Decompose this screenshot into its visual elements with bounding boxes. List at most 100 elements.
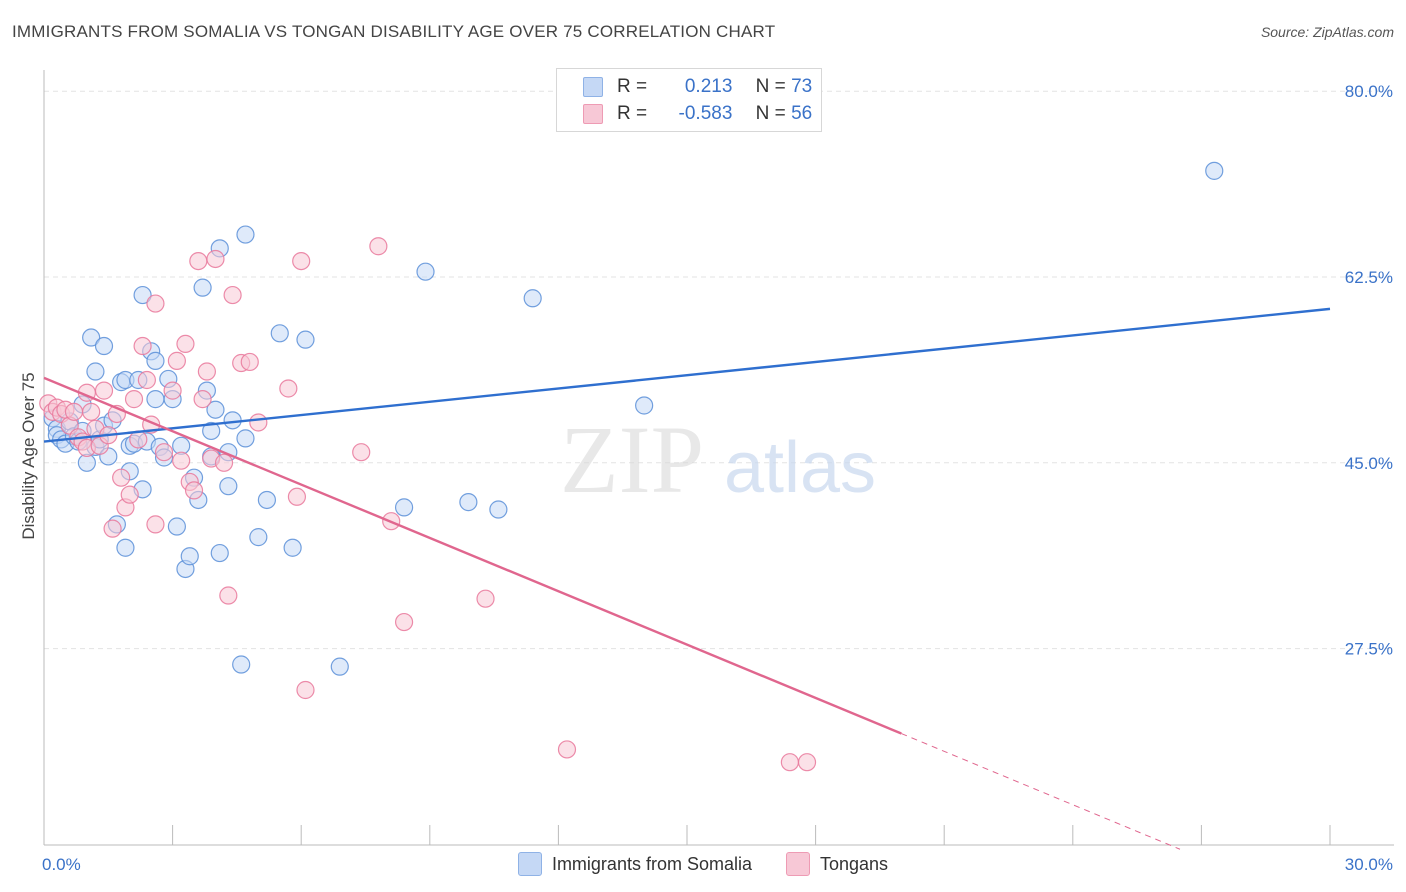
point-tongans xyxy=(197,362,216,381)
point-tongans xyxy=(146,515,165,534)
stats-r-label: R = xyxy=(617,76,648,97)
stats-r-label: R = xyxy=(617,103,648,124)
stats-n-value-tongans: 56 xyxy=(791,103,813,124)
legend-item-somalia[interactable]: Immigrants from Somalia xyxy=(517,852,752,876)
legend-swatch-somalia xyxy=(517,852,542,876)
legend-item-tongans[interactable]: Tongans xyxy=(786,852,888,876)
point-somalia xyxy=(283,538,302,557)
point-tongans xyxy=(206,249,225,269)
point-tongans xyxy=(94,381,114,400)
point-somalia xyxy=(86,362,105,381)
point-somalia xyxy=(180,547,199,566)
point-tongans xyxy=(296,680,315,700)
tick-labels: 27.5% 45.0% 62.5% 80.0% 0.0% 30.0% xyxy=(42,82,1393,874)
point-somalia xyxy=(202,421,221,441)
point-tongans xyxy=(557,740,577,759)
trend-line-somalia xyxy=(43,307,1331,443)
legend-label-somalia: Immigrants from Somalia xyxy=(551,853,752,874)
point-somalia xyxy=(1205,161,1224,180)
correlation-stats-box: R = 0.213 N = 73 R = -0.583 N = 56 xyxy=(556,68,822,132)
point-tongans xyxy=(103,519,122,538)
point-somalia xyxy=(133,285,152,305)
point-tongans xyxy=(163,381,182,400)
stats-r-value-somalia: 0.213 xyxy=(684,76,733,97)
point-tongans xyxy=(176,334,195,354)
point-tongans xyxy=(223,285,242,305)
point-somalia xyxy=(459,492,478,512)
trend-line-tongans xyxy=(43,376,902,735)
point-tongans xyxy=(352,443,371,462)
point-tongans xyxy=(184,481,204,500)
point-somalia xyxy=(219,477,238,496)
point-tongans xyxy=(240,352,259,372)
point-somalia xyxy=(116,538,135,557)
y-tick-label: 27.5% xyxy=(1345,640,1393,659)
point-somalia xyxy=(394,498,414,517)
point-tongans xyxy=(133,336,152,356)
x-tick-label: 30.0% xyxy=(1345,855,1393,874)
point-somalia xyxy=(206,400,225,419)
point-tongans xyxy=(214,453,234,472)
point-somalia xyxy=(489,500,508,519)
point-somalia xyxy=(193,278,212,297)
point-tongans xyxy=(137,370,156,390)
point-somalia xyxy=(146,390,165,409)
legend-label-tongans: Tongans xyxy=(820,853,889,874)
point-tongans xyxy=(146,294,165,313)
point-tongans xyxy=(82,402,101,421)
stats-n-label: N = xyxy=(755,76,786,97)
source-label: Source: ZipAtlas.com xyxy=(1260,24,1394,40)
stats-n-label: N = xyxy=(755,103,786,124)
trend-lines xyxy=(43,307,1331,850)
stats-swatch-somalia xyxy=(583,77,603,97)
stats-r-value-tongans: -0.583 xyxy=(678,103,733,124)
legend-swatch-tongans xyxy=(786,852,810,876)
watermark-atlas: atlas xyxy=(724,428,876,508)
point-somalia xyxy=(94,336,114,356)
point-tongans xyxy=(369,237,388,256)
point-tongans xyxy=(797,753,817,772)
stats-swatch-tongans xyxy=(583,104,603,124)
y-tick-label: 62.5% xyxy=(1345,268,1393,287)
point-tongans xyxy=(219,586,238,605)
point-somalia xyxy=(523,289,542,308)
legend: Immigrants from Somalia Tongans xyxy=(0,852,1406,876)
point-tongans xyxy=(394,612,414,632)
point-tongans xyxy=(193,390,212,409)
point-tongans xyxy=(780,753,799,772)
point-somalia xyxy=(270,324,289,343)
data-points xyxy=(39,161,1224,772)
x-tick-label: 0.0% xyxy=(42,855,81,874)
point-somalia xyxy=(236,225,255,244)
point-somalia xyxy=(249,528,268,547)
point-somalia xyxy=(416,262,435,281)
y-tick-label: 80.0% xyxy=(1345,82,1393,101)
point-tongans xyxy=(64,402,84,421)
point-somalia xyxy=(167,517,186,536)
point-tongans xyxy=(292,251,311,271)
point-tongans xyxy=(167,351,186,370)
point-somalia xyxy=(257,490,277,510)
point-somalia xyxy=(296,330,315,349)
point-tongans xyxy=(287,487,307,506)
point-tongans xyxy=(172,451,191,470)
point-tongans xyxy=(279,379,298,398)
point-somalia xyxy=(236,429,255,448)
y-tick-label: 45.0% xyxy=(1345,454,1393,473)
watermark-zip: ZIP xyxy=(560,406,704,513)
trend-line-tongans-extrapolated xyxy=(901,733,1181,850)
stats-n-value-somalia: 73 xyxy=(791,76,813,97)
point-somalia xyxy=(146,351,165,370)
chart-title: IMMIGRANTS FROM SOMALIA VS TONGAN DISABI… xyxy=(12,22,776,41)
point-somalia xyxy=(330,657,349,676)
point-tongans xyxy=(124,390,144,409)
point-somalia xyxy=(82,328,101,347)
point-tongans xyxy=(120,485,139,504)
point-tongans xyxy=(112,468,131,487)
axes xyxy=(43,70,1394,846)
grid-lines xyxy=(44,90,1394,650)
point-somalia xyxy=(232,655,251,674)
point-somalia xyxy=(635,396,654,415)
point-somalia xyxy=(210,543,229,563)
